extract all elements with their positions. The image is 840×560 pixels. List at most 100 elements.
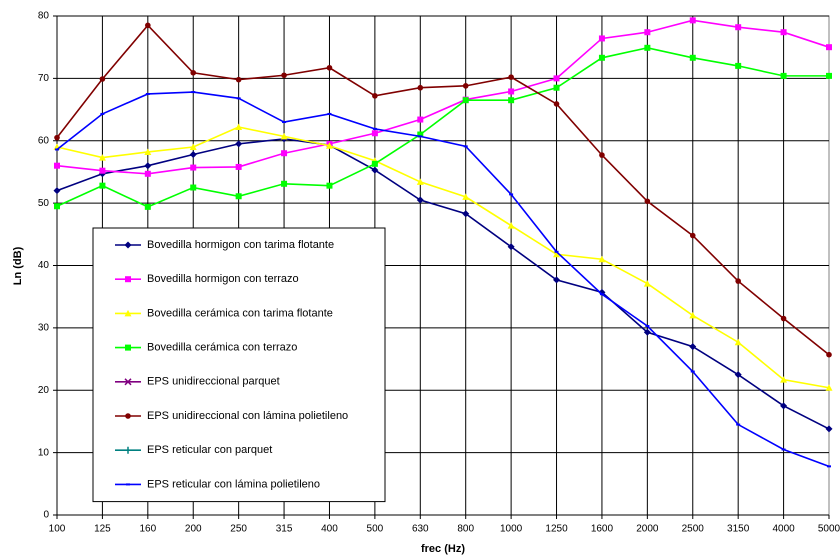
marker	[371, 130, 378, 137]
marker	[235, 140, 243, 148]
series	[54, 22, 832, 358]
marker	[781, 448, 786, 451]
marker	[124, 378, 132, 386]
marker	[462, 193, 470, 200]
marker	[689, 311, 697, 319]
series	[54, 44, 832, 210]
marker	[55, 148, 59, 151]
marker	[462, 97, 469, 104]
x-tick-label: 2000	[636, 524, 659, 535]
x-tick-label: 3150	[727, 524, 750, 535]
series-line	[56, 126, 830, 389]
marker	[416, 196, 424, 204]
y-tick-label: 80	[38, 11, 50, 22]
y-tick-label: 50	[38, 198, 50, 209]
marker	[462, 210, 470, 218]
legend-box	[92, 227, 386, 503]
x-tick-label: 2500	[682, 524, 705, 535]
marker	[735, 24, 742, 31]
marker	[645, 325, 650, 328]
marker	[326, 64, 333, 71]
marker	[98, 154, 106, 161]
x-tick-label: 200	[185, 524, 202, 535]
marker	[280, 132, 288, 140]
legend-label: Bovedilla hormigon con tarima flotante	[147, 239, 334, 251]
y-tick-label: 60	[38, 135, 50, 146]
marker	[462, 83, 469, 89]
marker	[371, 166, 379, 174]
marker	[689, 232, 696, 239]
marker	[189, 143, 197, 150]
marker	[780, 315, 787, 322]
x-tick-label: 1000	[500, 524, 523, 535]
marker	[598, 255, 606, 263]
series-line	[56, 138, 830, 430]
marker	[508, 88, 515, 95]
marker	[507, 222, 515, 229]
marker	[689, 343, 697, 351]
marker	[553, 84, 560, 91]
marker	[326, 182, 333, 189]
marker	[189, 150, 197, 158]
legend: Bovedilla hormigon con tarima flotante Bo…	[92, 227, 386, 503]
x-tick-label: 1250	[545, 524, 568, 535]
marker	[190, 184, 197, 191]
y-axis-title: Ln (dB)	[12, 246, 24, 285]
y-tick-label: 0	[43, 510, 49, 521]
marker	[508, 97, 515, 104]
x-tick-label: 800	[457, 524, 474, 535]
marker	[235, 163, 242, 170]
marker	[281, 180, 288, 187]
marker	[826, 351, 832, 358]
marker	[417, 131, 424, 138]
marker	[463, 145, 468, 148]
y-tick-label: 70	[38, 73, 50, 84]
marker	[281, 72, 287, 79]
marker	[125, 276, 131, 283]
marker	[825, 384, 833, 391]
x-tick-label: 400	[321, 524, 338, 535]
marker	[190, 69, 197, 76]
marker	[124, 241, 132, 249]
marker	[144, 170, 151, 177]
marker	[144, 148, 152, 155]
marker	[826, 44, 832, 51]
legend-label: EPS reticular con lámina polietileno	[147, 478, 320, 490]
series-line	[56, 19, 830, 175]
x-tick-label: 1600	[591, 524, 614, 535]
marker	[327, 112, 332, 115]
x-tick-label: 160	[139, 524, 156, 535]
marker	[144, 162, 152, 170]
marker	[644, 198, 651, 205]
marker	[235, 193, 242, 200]
marker	[235, 76, 242, 83]
series	[55, 91, 831, 468]
marker	[780, 376, 788, 383]
marker	[827, 465, 831, 468]
legend-label: Bovedilla cerámica con tarima flotante	[147, 307, 333, 319]
marker	[554, 250, 559, 253]
marker	[643, 280, 651, 287]
marker	[53, 187, 61, 195]
legend-label: Bovedilla hormigon con terrazo	[147, 273, 299, 285]
marker	[325, 142, 333, 149]
marker	[599, 293, 604, 296]
marker	[190, 164, 197, 171]
marker	[736, 423, 741, 426]
y-tick-label: 20	[38, 385, 50, 396]
x-tick-label: 630	[412, 524, 429, 535]
y-tick-label: 30	[38, 323, 50, 334]
marker	[371, 160, 378, 167]
x-tick-label: 315	[276, 524, 293, 535]
marker	[780, 402, 788, 410]
marker	[553, 276, 561, 284]
marker	[144, 203, 151, 210]
marker	[100, 112, 105, 115]
series-line	[56, 91, 830, 468]
marker	[644, 29, 651, 36]
marker	[690, 370, 695, 373]
x-tick-label: 100	[49, 524, 66, 535]
marker	[372, 93, 378, 99]
x-tick-label: 4000	[772, 524, 795, 535]
marker	[826, 72, 832, 79]
